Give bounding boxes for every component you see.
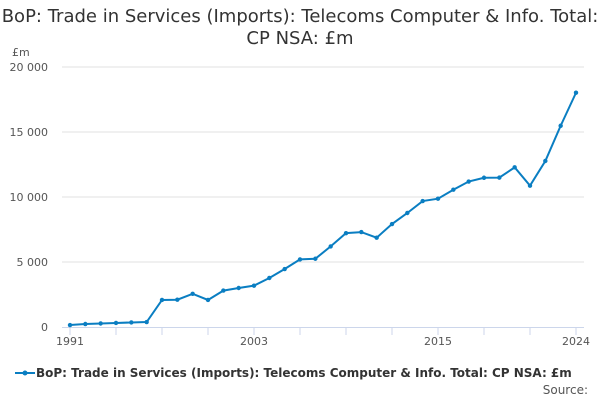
- data-point[interactable]: [558, 123, 563, 128]
- data-point[interactable]: [359, 229, 364, 235]
- x-tick-label: 2024: [562, 335, 590, 348]
- x-tick-label: 1991: [56, 335, 84, 348]
- legend-label: BoP: Trade in Services (Imports): Teleco…: [36, 366, 572, 380]
- y-axis-label: £m: [12, 46, 30, 59]
- data-point[interactable]: [573, 90, 579, 95]
- data-point[interactable]: [159, 297, 165, 303]
- data-point[interactable]: [221, 288, 226, 293]
- y-tick-label: 10 000: [10, 191, 49, 204]
- data-point[interactable]: [282, 266, 287, 272]
- data-point[interactable]: [328, 244, 333, 249]
- data-point[interactable]: [497, 175, 502, 180]
- data-point[interactable]: [67, 322, 73, 328]
- data-point[interactable]: [527, 183, 533, 188]
- data-point[interactable]: [451, 187, 456, 192]
- data-point[interactable]: [190, 291, 195, 297]
- data-point[interactable]: [175, 297, 180, 302]
- data-point[interactable]: [343, 230, 349, 236]
- data-point[interactable]: [420, 198, 425, 204]
- data-point[interactable]: [251, 283, 257, 288]
- data-point[interactable]: [83, 321, 88, 327]
- data-point[interactable]: [267, 275, 272, 281]
- data-point[interactable]: [98, 321, 103, 326]
- data-point[interactable]: [466, 179, 471, 184]
- data-point[interactable]: [236, 285, 241, 291]
- series-line: [69, 92, 577, 327]
- data-point[interactable]: [144, 319, 149, 325]
- source-label: Source:: [542, 383, 588, 397]
- data-point[interactable]: [129, 320, 134, 325]
- data-point[interactable]: [313, 256, 318, 261]
- y-tick-label: 0: [41, 321, 48, 334]
- data-point[interactable]: [512, 165, 517, 170]
- y-tick-label: 15 000: [10, 126, 49, 139]
- chart-title: BoP: Trade in Services (Imports): Teleco…: [1, 6, 599, 49]
- legend-line-marker-icon: [15, 370, 35, 376]
- y-tick-label: 20 000: [10, 61, 49, 74]
- data-point[interactable]: [481, 175, 487, 180]
- data-point[interactable]: [435, 196, 441, 201]
- data-point[interactable]: [405, 210, 410, 216]
- legend[interactable]: BoP: Trade in Services (Imports): Teleco…: [14, 366, 572, 380]
- data-point[interactable]: [205, 297, 211, 303]
- data-point[interactable]: [374, 235, 379, 240]
- data-point[interactable]: [297, 257, 303, 262]
- data-point[interactable]: [389, 221, 395, 227]
- x-tick-label: 2015: [424, 335, 452, 348]
- x-tick-label: 2003: [240, 335, 268, 348]
- data-point[interactable]: [113, 320, 119, 326]
- data-point[interactable]: [543, 158, 548, 164]
- y-tick-label: 5 000: [17, 256, 49, 269]
